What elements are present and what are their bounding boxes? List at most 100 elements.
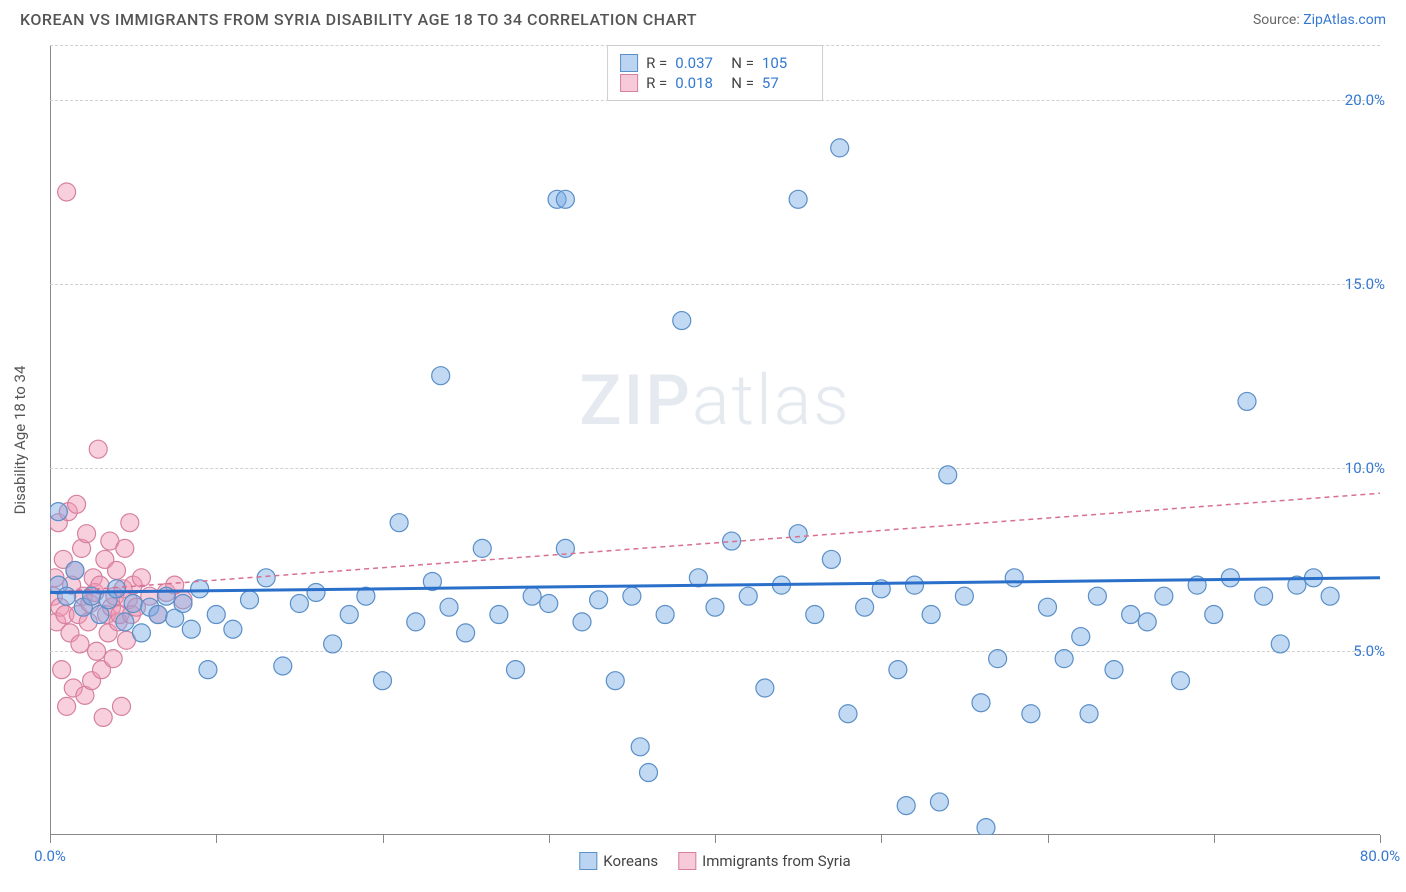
- scatter-point-blue: [182, 620, 200, 638]
- scatter-point-blue: [789, 525, 807, 543]
- scatter-point-blue: [673, 312, 691, 330]
- swatch-blue-icon: [579, 852, 597, 870]
- x-tick-mark: [1214, 835, 1215, 843]
- scatter-point-pink: [104, 650, 122, 668]
- scatter-point-blue: [523, 587, 541, 605]
- scatter-point-blue: [640, 764, 658, 782]
- bottom-legend: Koreans Immigrants from Syria: [579, 852, 850, 870]
- scatter-point-blue: [432, 367, 450, 385]
- scatter-point-pink: [71, 635, 89, 653]
- stats-row-pink: R = 0.018 N = 57: [620, 74, 810, 92]
- scatter-point-blue: [590, 591, 608, 609]
- scatter-point-blue: [1005, 569, 1023, 587]
- scatter-point-blue: [1205, 606, 1223, 624]
- scatter-point-blue: [490, 606, 508, 624]
- x-tick-mark: [881, 835, 882, 843]
- scatter-point-blue: [1122, 606, 1140, 624]
- scatter-point-blue: [756, 679, 774, 697]
- scatter-point-blue: [1022, 705, 1040, 723]
- scatter-point-blue: [822, 550, 840, 568]
- scatter-point-pink: [108, 561, 126, 579]
- scatter-point-pink: [68, 495, 86, 513]
- scatter-point-blue: [116, 613, 134, 631]
- legend-label: Immigrants from Syria: [702, 852, 851, 870]
- x-tick-mark: [1048, 835, 1049, 843]
- legend-item-syria: Immigrants from Syria: [678, 852, 851, 870]
- scatter-point-blue: [922, 606, 940, 624]
- r-label: R =: [646, 54, 667, 72]
- x-tick-mark: [216, 835, 217, 843]
- swatch-pink-icon: [620, 74, 638, 92]
- scatter-point-blue: [407, 613, 425, 631]
- scatter-point-blue: [191, 580, 209, 598]
- scatter-point-blue: [723, 532, 741, 550]
- scatter-point-blue: [207, 606, 225, 624]
- swatch-blue-icon: [620, 54, 638, 72]
- scatter-point-pink: [132, 569, 150, 587]
- scatter-point-pink: [58, 697, 76, 715]
- chart-title: KOREAN VS IMMIGRANTS FROM SYRIA DISABILI…: [20, 10, 697, 29]
- scatter-point-blue: [806, 606, 824, 624]
- scatter-point-blue: [1221, 569, 1239, 587]
- scatter-point-blue: [108, 580, 126, 598]
- r-value: 0.037: [675, 54, 723, 72]
- scatter-point-blue: [307, 583, 325, 601]
- n-value: 57: [762, 74, 810, 92]
- scatter-point-blue: [66, 561, 84, 579]
- scatter-point-pink: [116, 539, 134, 557]
- x-tick-mark: [715, 835, 716, 843]
- scatter-point-blue: [856, 598, 874, 616]
- scatter-point-blue: [789, 190, 807, 208]
- scatter-point-pink: [88, 642, 106, 660]
- x-tick-mark: [383, 835, 384, 843]
- x-tick-mark: [1380, 835, 1381, 843]
- scatter-point-blue: [831, 139, 849, 157]
- scatter-point-blue: [839, 705, 857, 723]
- scatter-point-pink: [58, 183, 76, 201]
- scatter-point-blue: [58, 587, 76, 605]
- scatter-point-blue: [290, 595, 308, 613]
- scatter-point-blue: [739, 587, 757, 605]
- scatter-point-blue: [50, 503, 67, 521]
- scatter-point-blue: [889, 661, 907, 679]
- scatter-point-blue: [623, 587, 641, 605]
- scatter-point-blue: [507, 661, 525, 679]
- scatter-point-blue: [972, 694, 990, 712]
- scatter-point-blue: [132, 624, 150, 642]
- x-tick-mark: [50, 835, 51, 843]
- scatter-point-pink: [89, 440, 107, 458]
- scatter-point-blue: [1055, 650, 1073, 668]
- r-label: R =: [646, 74, 667, 92]
- scatter-point-blue: [573, 613, 591, 631]
- scatter-point-blue: [955, 587, 973, 605]
- scatter-point-blue: [977, 819, 995, 835]
- scatter-point-blue: [1105, 661, 1123, 679]
- scatter-point-blue: [241, 591, 259, 609]
- scatter-point-blue: [1321, 587, 1339, 605]
- scatter-point-blue: [1072, 628, 1090, 646]
- scatter-point-blue: [124, 595, 142, 613]
- scatter-point-blue: [1172, 672, 1190, 690]
- scatter-point-blue: [939, 466, 957, 484]
- scatter-point-blue: [390, 514, 408, 532]
- scatter-point-blue: [606, 672, 624, 690]
- scatter-point-blue: [199, 661, 217, 679]
- source-link[interactable]: ZipAtlas.com: [1303, 12, 1386, 28]
- scatter-point-blue: [440, 598, 458, 616]
- scatter-point-blue: [83, 587, 101, 605]
- scatter-point-pink: [53, 661, 71, 679]
- scatter-point-blue: [257, 569, 275, 587]
- scatter-point-blue: [1155, 587, 1173, 605]
- x-tick-label: 0.0%: [34, 847, 66, 865]
- scatter-point-blue: [340, 606, 358, 624]
- scatter-point-blue: [457, 624, 475, 642]
- legend-item-koreans: Koreans: [579, 852, 658, 870]
- scatter-point-blue: [1238, 392, 1256, 410]
- legend-label: Koreans: [603, 852, 658, 870]
- scatter-point-blue: [174, 595, 192, 613]
- scatter-point-blue: [1138, 613, 1156, 631]
- scatter-point-blue: [631, 738, 649, 756]
- scatter-point-blue: [1255, 587, 1273, 605]
- trend-line-pink: [50, 493, 1380, 592]
- trend-line-blue: [50, 578, 1380, 593]
